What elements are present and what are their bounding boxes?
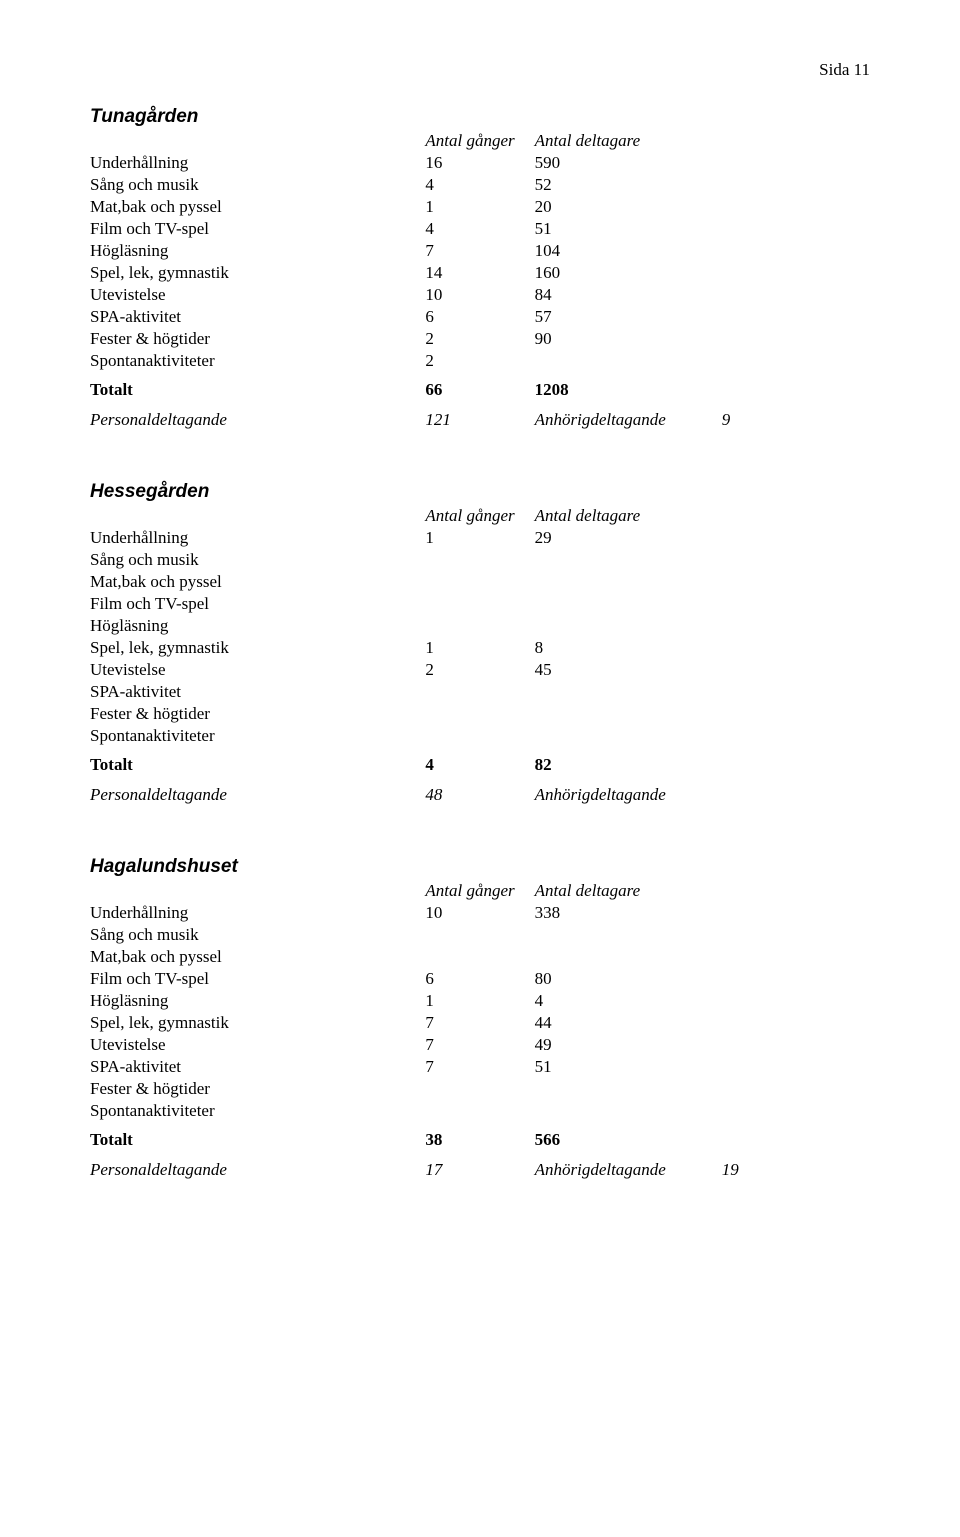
- table-row: Högläsning: [90, 615, 870, 637]
- table-row: Film och TV-spel451: [90, 218, 870, 240]
- section-title: Hessegården: [90, 481, 870, 503]
- table-row: Utevistelse1084: [90, 284, 870, 306]
- table-row: Sång och musik: [90, 924, 870, 946]
- total-row: Totalt38566: [90, 1122, 870, 1158]
- table-row: Högläsning14: [90, 990, 870, 1012]
- table-row: Spontanaktiviteter: [90, 725, 870, 747]
- col-header: Antal deltagare: [535, 505, 722, 527]
- table-row: Fester & högtider: [90, 703, 870, 725]
- col-header: Antal gånger: [425, 130, 534, 152]
- col-header: Antal gånger: [425, 880, 534, 902]
- table-row: Utevistelse749: [90, 1034, 870, 1056]
- table-row: Utevistelse245: [90, 659, 870, 681]
- table-row: Spel, lek, gymnastik18: [90, 637, 870, 659]
- footer-row: Personaldeltagande48Anhörigdeltagande: [90, 783, 870, 806]
- section-title: Hagalundshuset: [90, 856, 870, 878]
- table-row: Mat,bak och pyssel: [90, 946, 870, 968]
- table-row: Mat,bak och pyssel120: [90, 196, 870, 218]
- table-row: Spontanaktiviteter: [90, 1100, 870, 1122]
- section-table: Antal gånger Antal deltagare Underhållni…: [90, 130, 870, 431]
- table-row: Underhållning129: [90, 527, 870, 549]
- footer-row: Personaldeltagande121Anhörigdeltagande9: [90, 408, 870, 431]
- section-table: Antal gånger Antal deltagare Underhållni…: [90, 880, 870, 1181]
- footer-row: Personaldeltagande17Anhörigdeltagande19: [90, 1158, 870, 1181]
- col-header: Antal deltagare: [535, 130, 722, 152]
- table-row: Spel, lek, gymnastik14160: [90, 262, 870, 284]
- col-header: Antal gånger: [425, 505, 534, 527]
- table-row: Film och TV-spel680: [90, 968, 870, 990]
- table-row: Mat,bak och pyssel: [90, 571, 870, 593]
- table-row: Spel, lek, gymnastik744: [90, 1012, 870, 1034]
- section-title: Tunagården: [90, 106, 870, 128]
- table-row: Sång och musik452: [90, 174, 870, 196]
- table-row: Sång och musik: [90, 549, 870, 571]
- table-row: SPA-aktivitet751: [90, 1056, 870, 1078]
- total-row: Totalt482: [90, 747, 870, 783]
- table-row: Film och TV-spel: [90, 593, 870, 615]
- col-header: Antal deltagare: [535, 880, 722, 902]
- page-number: Sida 11: [90, 60, 870, 80]
- table-row: Fester & högtider290: [90, 328, 870, 350]
- section-table: Antal gånger Antal deltagare Underhållni…: [90, 505, 870, 806]
- table-row: Underhållning16590: [90, 152, 870, 174]
- table-row: Fester & högtider: [90, 1078, 870, 1100]
- table-row: SPA-aktivitet657: [90, 306, 870, 328]
- table-row: Spontanaktiviteter2: [90, 350, 870, 372]
- total-row: Totalt661208: [90, 372, 870, 408]
- table-row: SPA-aktivitet: [90, 681, 870, 703]
- table-row: Högläsning7104: [90, 240, 870, 262]
- table-row: Underhållning10338: [90, 902, 870, 924]
